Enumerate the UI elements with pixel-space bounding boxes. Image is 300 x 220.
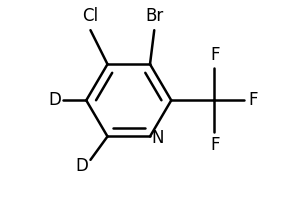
Text: N: N	[151, 128, 164, 147]
Text: F: F	[210, 136, 220, 154]
Text: F: F	[249, 91, 258, 109]
Text: Br: Br	[145, 7, 164, 25]
Text: D: D	[76, 157, 88, 175]
Text: D: D	[48, 91, 61, 109]
Text: F: F	[210, 46, 220, 64]
Text: Cl: Cl	[82, 7, 99, 25]
